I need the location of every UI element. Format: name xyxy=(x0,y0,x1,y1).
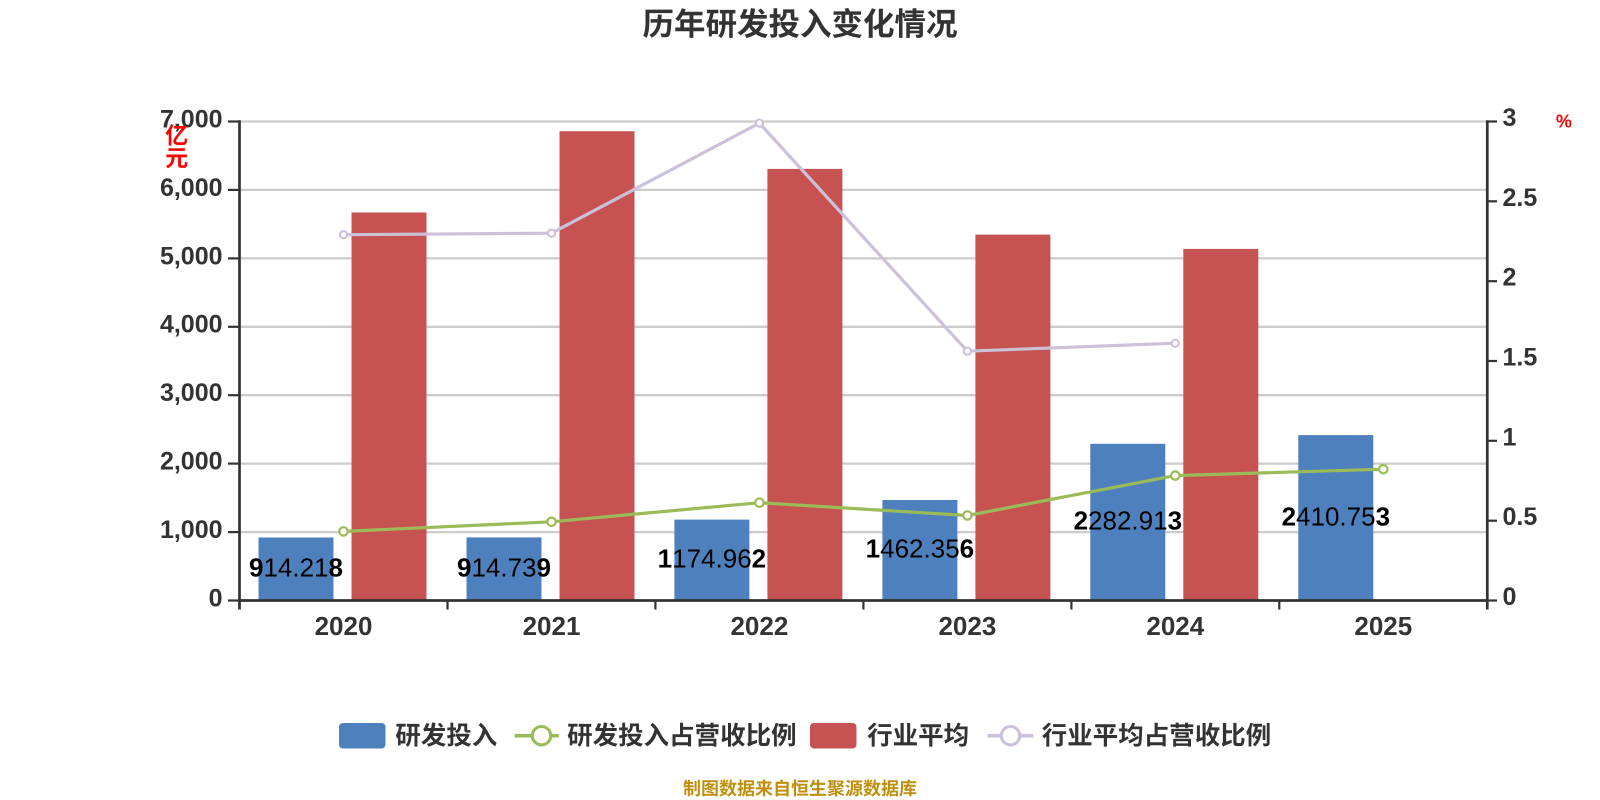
svg-text:2021: 2021 xyxy=(523,611,581,641)
svg-text:4,000: 4,000 xyxy=(160,311,223,339)
svg-text:1,000: 1,000 xyxy=(160,516,223,544)
svg-text:2.5: 2.5 xyxy=(1503,184,1538,212)
svg-text:1462.356: 1462.356 xyxy=(866,534,974,564)
svg-text:914.218: 914.218 xyxy=(249,553,343,583)
svg-text:2020: 2020 xyxy=(315,611,373,641)
svg-text:2,000: 2,000 xyxy=(160,448,223,476)
svg-text:1: 1 xyxy=(1503,423,1517,451)
svg-text:0.5: 0.5 xyxy=(1503,503,1538,531)
svg-text:2: 2 xyxy=(1503,264,1517,292)
svg-text:3,000: 3,000 xyxy=(160,379,223,407)
svg-text:2282.913: 2282.913 xyxy=(1074,506,1182,536)
svg-text:0: 0 xyxy=(1503,583,1517,611)
svg-text:6,000: 6,000 xyxy=(160,174,223,202)
svg-text:0: 0 xyxy=(209,584,223,612)
svg-text:2022: 2022 xyxy=(730,611,788,641)
svg-text:2410.753: 2410.753 xyxy=(1282,501,1390,531)
svg-text:5,000: 5,000 xyxy=(160,242,223,270)
svg-text:2023: 2023 xyxy=(938,611,996,641)
svg-text:2024: 2024 xyxy=(1146,611,1204,641)
svg-text:2025: 2025 xyxy=(1354,611,1412,641)
svg-text:1174.962: 1174.962 xyxy=(658,544,766,574)
svg-text:914.739: 914.739 xyxy=(457,553,551,583)
svg-text:1.5: 1.5 xyxy=(1503,344,1538,372)
svg-text:%: % xyxy=(1556,112,1572,132)
svg-text:3: 3 xyxy=(1503,104,1517,132)
